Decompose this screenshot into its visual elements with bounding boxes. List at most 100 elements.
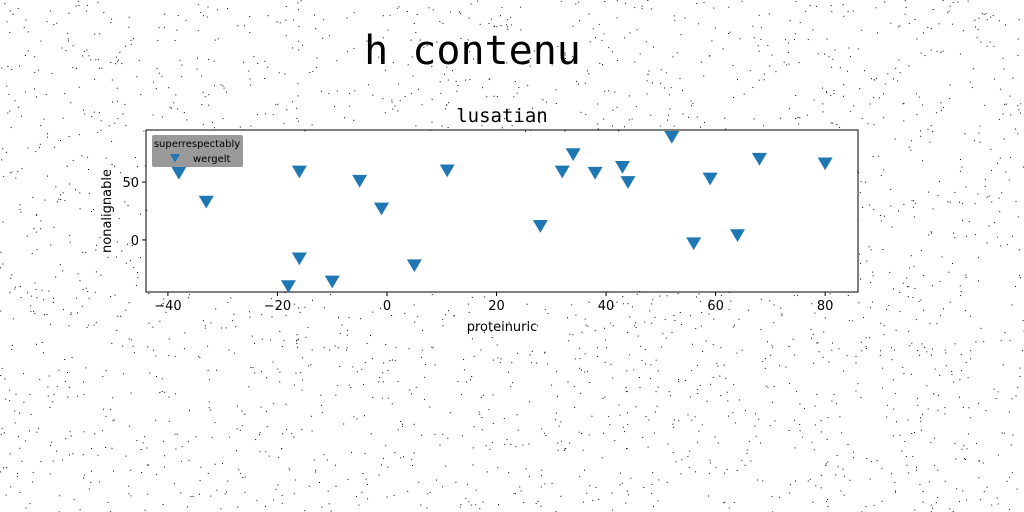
noise-speck [575,3,577,5]
noise-speck [198,355,200,357]
noise-speck [481,125,483,127]
noise-speck [882,367,884,369]
noise-speck [753,118,755,120]
noise-speck [14,286,16,288]
noise-speck [94,33,96,35]
noise-speck [181,76,183,78]
noise-speck [385,445,387,447]
noise-speck [64,199,66,201]
noise-speck [897,26,899,28]
noise-speck [387,397,389,399]
noise-speck [17,472,19,474]
noise-speck [604,1,606,2]
noise-speck [728,507,730,509]
noise-speck [920,417,921,419]
noise-speck [112,420,114,422]
noise-speck [757,45,759,47]
noise-speck [879,215,881,216]
noise-speck [468,311,470,313]
noise-speck [68,386,70,388]
noise-speck [162,440,164,442]
noise-speck [952,263,953,264]
noise-speck [527,84,529,86]
noise-speck [582,501,584,503]
noise-speck [788,430,790,431]
noise-speck [83,109,84,111]
noise-speck [639,386,641,388]
noise-speck [579,20,580,22]
noise-speck [983,14,985,15]
noise-speck [920,52,922,54]
noise-speck [732,65,734,67]
noise-speck [727,400,729,402]
noise-speck [32,481,34,483]
noise-speck [595,37,596,39]
noise-speck [432,347,434,349]
x-axis-label: proteinuric [467,320,538,335]
noise-speck [932,131,934,132]
noise-speck [461,394,463,395]
noise-speck [281,502,283,504]
noise-speck [130,495,132,497]
noise-speck [1009,476,1011,478]
noise-speck [144,436,146,438]
noise-speck [67,38,69,40]
noise-speck [618,130,620,132]
noise-speck [297,120,299,122]
noise-speck [65,438,67,440]
noise-speck [920,135,922,137]
noise-speck [954,191,956,193]
noise-speck [733,384,735,386]
noise-speck [589,485,591,487]
noise-speck [986,19,988,21]
noise-speck [9,453,11,455]
noise-speck [69,235,71,237]
noise-speck [789,492,791,494]
noise-speck [688,466,690,468]
noise-speck [116,87,118,89]
noise-speck [48,375,50,377]
noise-speck [53,146,55,148]
noise-speck [905,456,907,457]
noise-speck [881,500,883,502]
data-point [730,229,746,243]
noise-speck [616,106,618,108]
noise-speck [911,433,913,434]
noise-speck [446,66,448,68]
noise-speck [105,370,107,372]
noise-speck [85,367,87,369]
noise-speck [529,401,530,403]
noise-speck [930,442,932,444]
noise-speck [988,195,990,197]
noise-speck [873,124,875,126]
noise-speck [168,338,170,340]
noise-speck [420,504,422,506]
noise-speck [865,337,867,339]
noise-speck [826,91,827,93]
noise-speck [540,486,542,488]
noise-speck [29,503,31,505]
noise-speck [659,125,661,127]
noise-speck [932,208,934,210]
noise-speck [815,485,817,487]
noise-speck [125,262,127,264]
data-point [291,165,307,179]
noise-speck [852,10,854,12]
noise-speck [9,172,11,174]
noise-speck [66,165,68,167]
noise-speck [527,47,529,49]
noise-speck [743,93,745,95]
noise-speck [228,349,230,351]
noise-speck [323,347,325,349]
noise-speck [855,390,857,392]
noise-speck [978,477,980,479]
noise-speck [291,432,293,434]
noise-speck [968,221,970,223]
noise-speck [876,77,878,79]
noise-speck [665,72,667,74]
noise-speck [19,65,20,67]
noise-speck [130,39,132,41]
noise-speck [169,106,171,108]
noise-speck [817,53,819,55]
noise-speck [208,59,210,61]
